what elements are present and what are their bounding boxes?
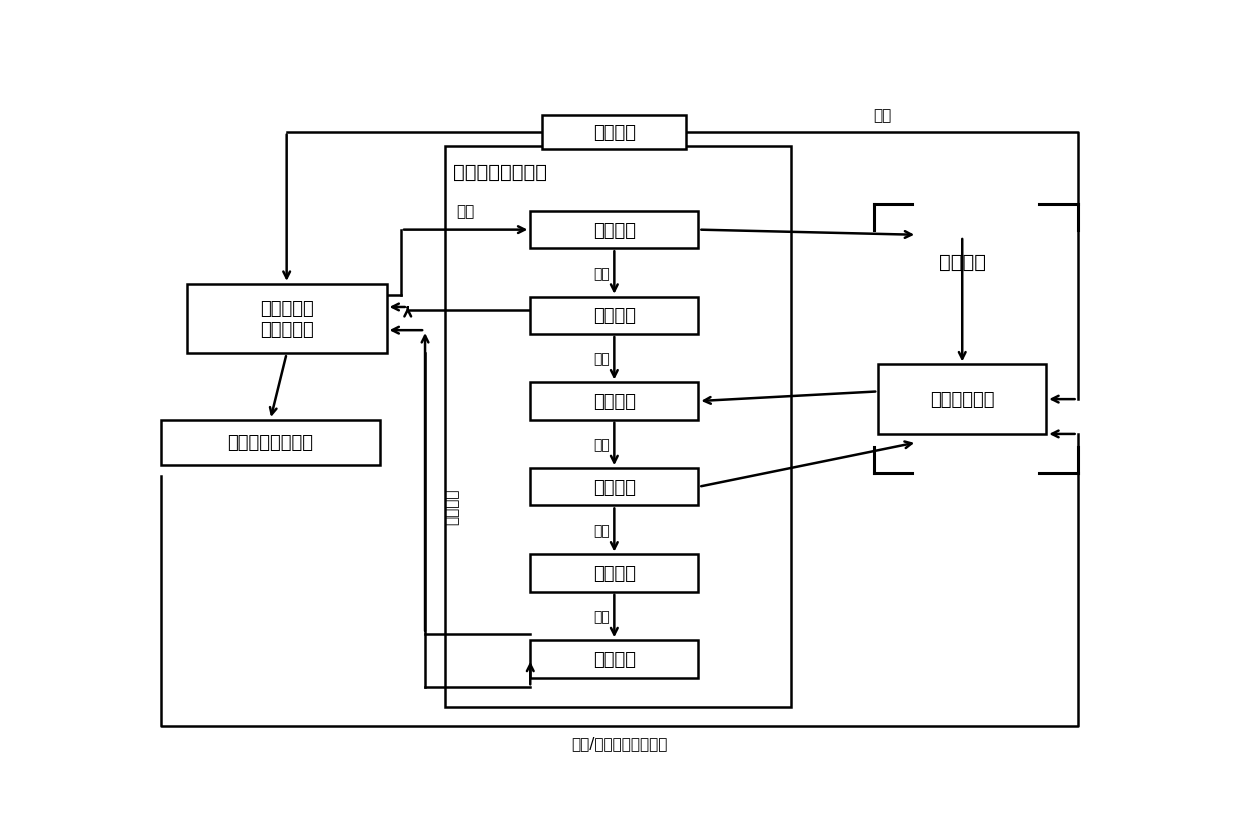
Text: 请求调试: 请求调试 [444,488,459,525]
Text: 作业安检: 作业安检 [593,564,636,583]
Text: 结束: 结束 [593,609,610,624]
Text: 施工警戛: 施工警戛 [593,307,636,325]
Text: 安检归档: 安检归档 [593,650,636,668]
Text: 用电采集设备: 用电采集设备 [930,390,994,409]
Text: 确认: 确认 [593,438,610,451]
FancyBboxPatch shape [187,284,387,354]
FancyBboxPatch shape [531,555,698,592]
FancyBboxPatch shape [531,212,698,249]
Text: 开启: 开启 [593,352,610,366]
FancyBboxPatch shape [878,364,1047,435]
Text: 发送: 发送 [456,204,475,219]
Text: 打码: 打码 [873,109,892,124]
Text: 安全指导: 安全指导 [593,393,636,410]
Text: 设备调试: 设备调试 [593,478,636,497]
FancyBboxPatch shape [531,298,698,334]
Text: 作业现场: 作业现场 [939,253,986,272]
FancyBboxPatch shape [531,468,698,506]
FancyBboxPatch shape [531,640,698,678]
FancyBboxPatch shape [542,115,687,150]
Text: 开启/关闭设备调试模式: 开启/关闭设备调试模式 [570,736,667,751]
Text: 设备识别: 设备识别 [593,124,636,141]
Text: 用电采集系统主站: 用电采集系统主站 [227,434,314,451]
FancyBboxPatch shape [531,383,698,421]
FancyBboxPatch shape [161,421,379,466]
Text: 通过: 通过 [593,267,610,280]
Text: 安全测试: 安全测试 [593,222,636,239]
Text: 安全策略（低压）: 安全策略（低压） [453,163,547,181]
Text: 安全作业管
理系统后台: 安全作业管 理系统后台 [260,300,314,339]
Text: 完成: 完成 [593,523,610,538]
